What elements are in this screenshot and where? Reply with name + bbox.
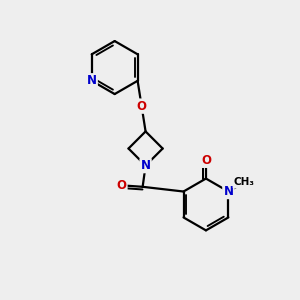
Text: O: O: [136, 100, 147, 112]
Text: CH₃: CH₃: [234, 177, 255, 188]
Text: N: N: [87, 74, 97, 87]
Text: N: N: [141, 159, 151, 172]
Text: O: O: [201, 154, 211, 167]
Text: N: N: [224, 185, 233, 198]
Text: O: O: [116, 179, 126, 192]
